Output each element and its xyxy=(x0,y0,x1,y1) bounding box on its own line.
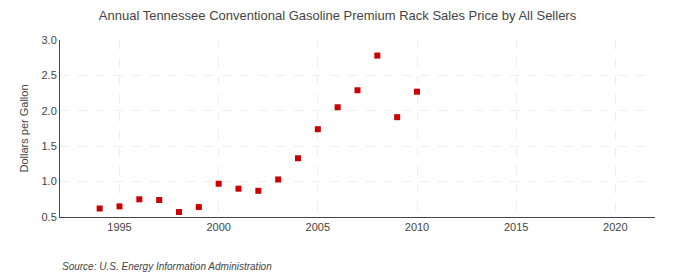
svg-text:Annual Tennessee Conventional: Annual Tennessee Conventional Gasoline P… xyxy=(99,8,577,23)
svg-text:2.5: 2.5 xyxy=(42,69,57,81)
svg-text:2020: 2020 xyxy=(603,221,627,233)
svg-text:3.0: 3.0 xyxy=(42,34,57,46)
svg-text:Source: U.S. Energy Informatio: Source: U.S. Energy Information Administ… xyxy=(62,261,272,272)
svg-text:1.0: 1.0 xyxy=(42,175,57,187)
svg-text:2005: 2005 xyxy=(306,221,330,233)
svg-text:1995: 1995 xyxy=(107,221,131,233)
svg-text:2.0: 2.0 xyxy=(42,105,57,117)
svg-text:2010: 2010 xyxy=(405,221,429,233)
svg-text:2015: 2015 xyxy=(504,221,528,233)
svg-text:1.5: 1.5 xyxy=(42,140,57,152)
svg-text:Dollars per Gallon: Dollars per Gallon xyxy=(18,84,30,172)
svg-text:2000: 2000 xyxy=(206,221,230,233)
svg-text:0.5: 0.5 xyxy=(42,211,57,223)
